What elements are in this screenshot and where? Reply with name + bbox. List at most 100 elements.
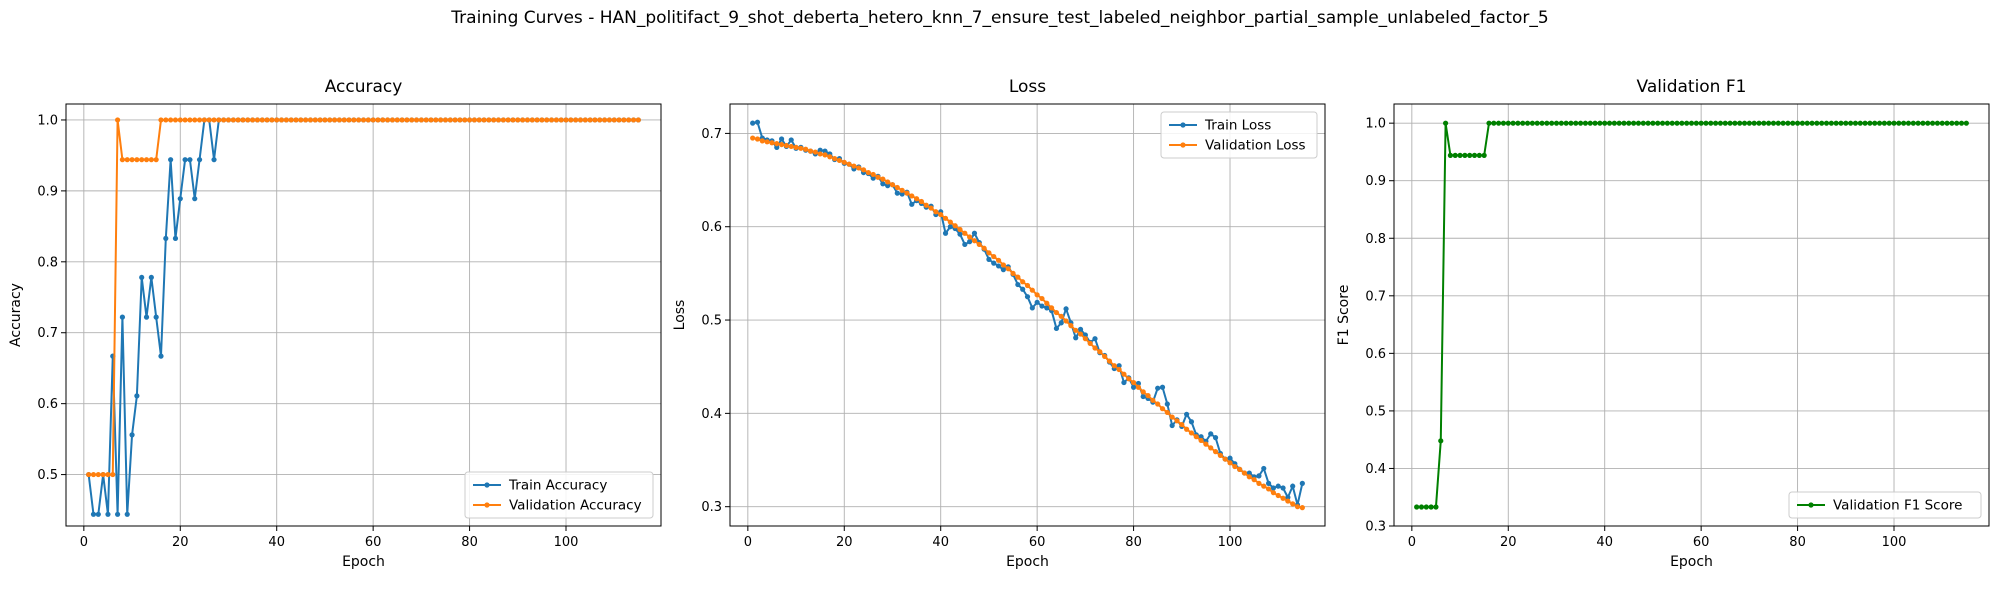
y-tick-label: 0.3	[1365, 520, 1386, 535]
data-point	[216, 117, 222, 123]
data-point	[423, 117, 429, 123]
data-point	[196, 157, 203, 163]
data-point	[1934, 120, 1941, 126]
data-point	[1000, 262, 1006, 268]
data-point	[245, 117, 251, 123]
data-point	[1462, 152, 1468, 158]
data-point	[1756, 120, 1762, 126]
data-point	[635, 117, 641, 123]
data-point	[582, 117, 588, 123]
data-point	[1121, 371, 1127, 377]
data-point	[1910, 120, 1916, 126]
data-point	[1049, 305, 1055, 311]
data-point	[148, 274, 154, 281]
data-point	[1034, 299, 1040, 305]
data-point	[769, 140, 775, 146]
data-point	[1804, 120, 1810, 126]
data-point	[860, 167, 867, 173]
data-point	[923, 202, 929, 208]
data-point	[836, 157, 843, 164]
data-point	[1299, 505, 1305, 511]
data-point	[1635, 120, 1642, 126]
data-point	[269, 117, 275, 123]
data-point	[1476, 152, 1482, 158]
data-point	[1578, 120, 1584, 126]
data-point	[360, 117, 367, 123]
data-point	[957, 226, 963, 233]
data-point	[1442, 120, 1449, 126]
data-point	[1823, 120, 1830, 126]
data-point	[1751, 120, 1757, 126]
data-point	[172, 235, 179, 242]
data-point	[558, 117, 564, 123]
data-point	[307, 117, 314, 123]
data-point	[336, 117, 342, 123]
data-point	[981, 245, 987, 251]
legend-label: Train Accuracy	[508, 478, 607, 494]
data-point	[817, 147, 823, 153]
x-tick-label: 0	[80, 535, 88, 550]
data-point	[1727, 120, 1733, 126]
data-point	[1520, 120, 1526, 126]
data-point	[1414, 504, 1420, 510]
data-point	[1029, 305, 1035, 311]
data-point	[577, 117, 584, 123]
data-point	[1058, 320, 1064, 326]
data-point	[1958, 120, 1965, 126]
data-point	[1280, 485, 1286, 491]
y-axis-label: Accuracy	[8, 283, 24, 347]
data-point	[303, 117, 309, 123]
axes-frame	[65, 103, 662, 527]
data-point	[221, 117, 227, 123]
data-point	[1193, 434, 1199, 440]
data-point	[298, 117, 304, 123]
data-point	[1867, 120, 1873, 126]
data-point	[1116, 363, 1122, 369]
x-tick-label: 60	[365, 535, 382, 550]
data-point	[1597, 120, 1603, 126]
data-point	[1150, 397, 1156, 403]
data-point	[1741, 120, 1748, 126]
data-point	[168, 117, 174, 123]
data-point	[457, 117, 463, 123]
data-point	[182, 157, 188, 163]
x-tick-label: 20	[1500, 535, 1517, 550]
data-point	[798, 145, 804, 151]
data-point	[129, 432, 135, 438]
data-point	[539, 117, 545, 123]
data-point	[971, 238, 978, 244]
data-point	[1275, 483, 1281, 489]
data-point	[375, 117, 381, 123]
data-point	[1198, 437, 1204, 444]
data-point	[1539, 120, 1545, 126]
data-point	[201, 117, 207, 123]
data-point	[100, 471, 106, 478]
data-point	[312, 117, 318, 123]
data-point	[933, 209, 939, 215]
data-point	[230, 117, 236, 123]
data-point	[206, 117, 212, 123]
data-point	[587, 117, 593, 123]
data-point	[529, 117, 535, 123]
data-point	[1174, 418, 1180, 424]
data-point	[1457, 152, 1463, 158]
data-point	[597, 117, 603, 123]
data-point	[880, 176, 886, 182]
y-tick-label: 0.9	[37, 184, 58, 199]
data-point	[909, 201, 915, 207]
data-point	[967, 239, 973, 245]
x-tick-label: 80	[1125, 535, 1142, 550]
data-point	[754, 136, 761, 142]
data-point	[1053, 309, 1060, 316]
y-tick-label: 0.6	[1365, 347, 1386, 362]
data-point	[1237, 466, 1243, 472]
data-point	[856, 165, 862, 171]
data-point	[1135, 384, 1141, 390]
data-point	[914, 196, 920, 202]
data-point	[1925, 120, 1931, 126]
data-point	[1679, 120, 1685, 126]
data-point	[182, 117, 188, 123]
data-point	[1799, 120, 1805, 126]
data-point	[259, 117, 265, 123]
